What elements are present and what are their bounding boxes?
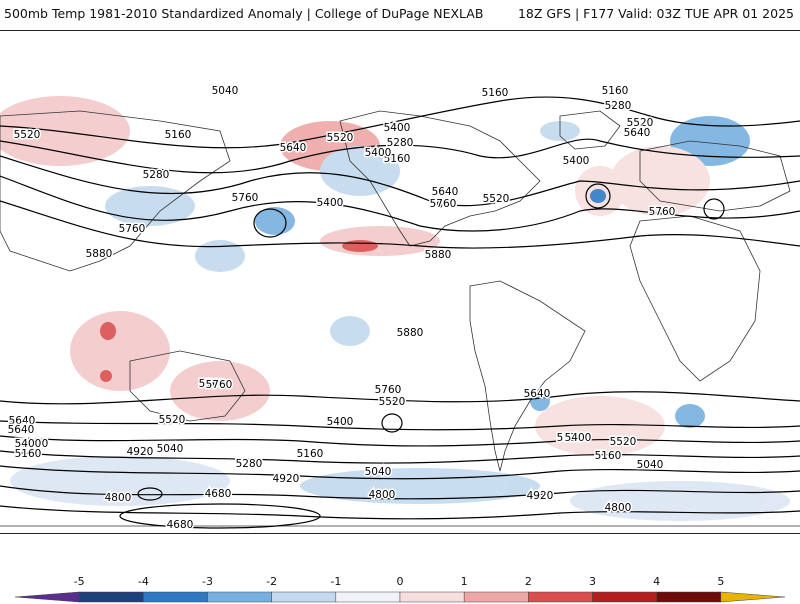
contour-label: 5040 bbox=[157, 443, 184, 455]
contour-label: 4920 bbox=[527, 490, 554, 502]
contour-label: 5640 bbox=[524, 388, 551, 400]
colorbar-tick-label: 3 bbox=[589, 575, 596, 588]
anomaly-shading bbox=[0, 96, 790, 521]
contour-label: 5400 bbox=[384, 122, 411, 134]
contour-label: 5160 bbox=[165, 129, 192, 141]
contour-label: 5880 bbox=[86, 248, 113, 260]
contour-label: 5160 bbox=[15, 448, 42, 460]
contour-label: 5640 bbox=[22, 438, 49, 450]
colorbar-tick-label: 5 bbox=[717, 575, 725, 588]
colorbar-swatch bbox=[207, 591, 272, 603]
colorbar-swatch bbox=[143, 591, 208, 603]
map-title: 500mb Temp 1981-2010 Standardized Anomal… bbox=[4, 6, 484, 21]
contour-label: 4800 bbox=[605, 502, 632, 514]
map-panel: 5040 5160 5160 5280 5520 5160 5520 5640 5520 5400… bbox=[0, 30, 800, 534]
contour-label: 5400 bbox=[365, 147, 392, 159]
contour-label: 5400 bbox=[563, 155, 590, 167]
contour-label: 5640 bbox=[624, 127, 651, 139]
contour-label: 5280 bbox=[236, 458, 263, 470]
contour-label: 5520 bbox=[159, 414, 186, 426]
contour-label: 4800 bbox=[105, 492, 132, 504]
contour-label: 5160 bbox=[384, 153, 411, 165]
contour-label: 5640 bbox=[8, 424, 35, 436]
colorbar-swatch bbox=[656, 591, 722, 603]
contour-label: 4920 bbox=[273, 473, 300, 485]
contour-label: 5400 bbox=[565, 432, 592, 444]
colorbar-swatch bbox=[592, 591, 657, 603]
colorbar-tick-label: -3 bbox=[202, 575, 213, 588]
colorbar-swatch bbox=[463, 591, 529, 603]
colorbar: -5 -4 -3 -2 -1 0 1 2 3 4 5 bbox=[0, 560, 800, 603]
colorbar-swatch bbox=[14, 591, 80, 603]
contour-label: 5160 bbox=[602, 85, 629, 97]
contour-label: 5880 bbox=[425, 249, 452, 261]
colorbar-swatch bbox=[720, 591, 786, 603]
contour-label: 5520 bbox=[327, 132, 354, 144]
contour-label: 5880 bbox=[397, 327, 424, 339]
contour-label: 5400 bbox=[317, 197, 344, 209]
colorbar-tick-label: -1 bbox=[330, 575, 342, 588]
colorbar-tick-label: 0 bbox=[396, 575, 404, 588]
contour-label: 5520 bbox=[379, 396, 406, 408]
height-contours bbox=[0, 96, 800, 529]
contour-label: 4680 bbox=[167, 519, 194, 531]
contour-label: 5520 bbox=[483, 193, 510, 205]
contour-label: 4800 bbox=[369, 489, 396, 501]
contour-label: 5040 bbox=[365, 466, 392, 478]
coastlines bbox=[0, 110, 800, 527]
colorbar-swatch bbox=[78, 591, 144, 603]
contour-label: 5760 bbox=[232, 192, 259, 204]
model-run-info: 18Z GFS | F177 Valid: 03Z TUE APR 01 202… bbox=[517, 6, 794, 21]
colorbar-swatch bbox=[399, 591, 465, 603]
contour-label: 5400 bbox=[327, 416, 354, 428]
contour-label: 5400 bbox=[15, 438, 42, 450]
colorbar-swatch bbox=[528, 591, 593, 603]
contour-label: 5520 bbox=[557, 432, 584, 444]
contour-label: 5640 bbox=[432, 186, 459, 198]
contour-label: 5640 bbox=[9, 415, 36, 427]
colorbar-tick-label: 4 bbox=[653, 575, 661, 588]
contour-label: 5760 bbox=[430, 198, 457, 210]
colorbar-swatches bbox=[14, 591, 786, 603]
contour-label: 5280 bbox=[236, 458, 263, 470]
contour-label: 5520 bbox=[627, 117, 654, 129]
colorbar-tick-label: -5 bbox=[73, 575, 85, 588]
contour-label: 5040 bbox=[212, 85, 239, 97]
contour-label: 5640 bbox=[430, 199, 457, 211]
contour-label: 5400 bbox=[563, 155, 590, 167]
contour-label: 5760 bbox=[649, 206, 676, 218]
contour-label: 5640 bbox=[280, 142, 307, 154]
contour-label: 4920 bbox=[127, 446, 154, 458]
contour-label: 5160 bbox=[297, 448, 324, 460]
contour-label: 5520 bbox=[14, 129, 41, 141]
contour-label: 5280 bbox=[143, 169, 170, 181]
colorbar-tick-label: -4 bbox=[137, 575, 149, 588]
contour-label: 5760 bbox=[206, 379, 233, 391]
contour-label: 5280 bbox=[387, 137, 414, 149]
colorbar-tick-label: -2 bbox=[266, 575, 278, 588]
colorbar-tick-label: 2 bbox=[524, 575, 532, 588]
colorbar-swatch bbox=[335, 591, 401, 603]
contour-label: 4680 bbox=[205, 488, 232, 500]
contour-label: 5520 bbox=[610, 436, 637, 448]
contour-label: 5160 bbox=[595, 450, 622, 462]
contour-label: 5280 bbox=[605, 100, 632, 112]
colorbar-swatch bbox=[271, 591, 337, 603]
contour-label: 5040 bbox=[637, 459, 664, 471]
contour-label: 5760 bbox=[199, 378, 226, 390]
map-header: 500mb Temp 1981-2010 Standardized Anomal… bbox=[0, 0, 800, 30]
contour-label: 5160 bbox=[482, 87, 509, 99]
contour-label: 5760 bbox=[375, 384, 402, 396]
contour-label: 5760 bbox=[119, 223, 146, 235]
colorbar-tick-label: 1 bbox=[460, 575, 468, 588]
